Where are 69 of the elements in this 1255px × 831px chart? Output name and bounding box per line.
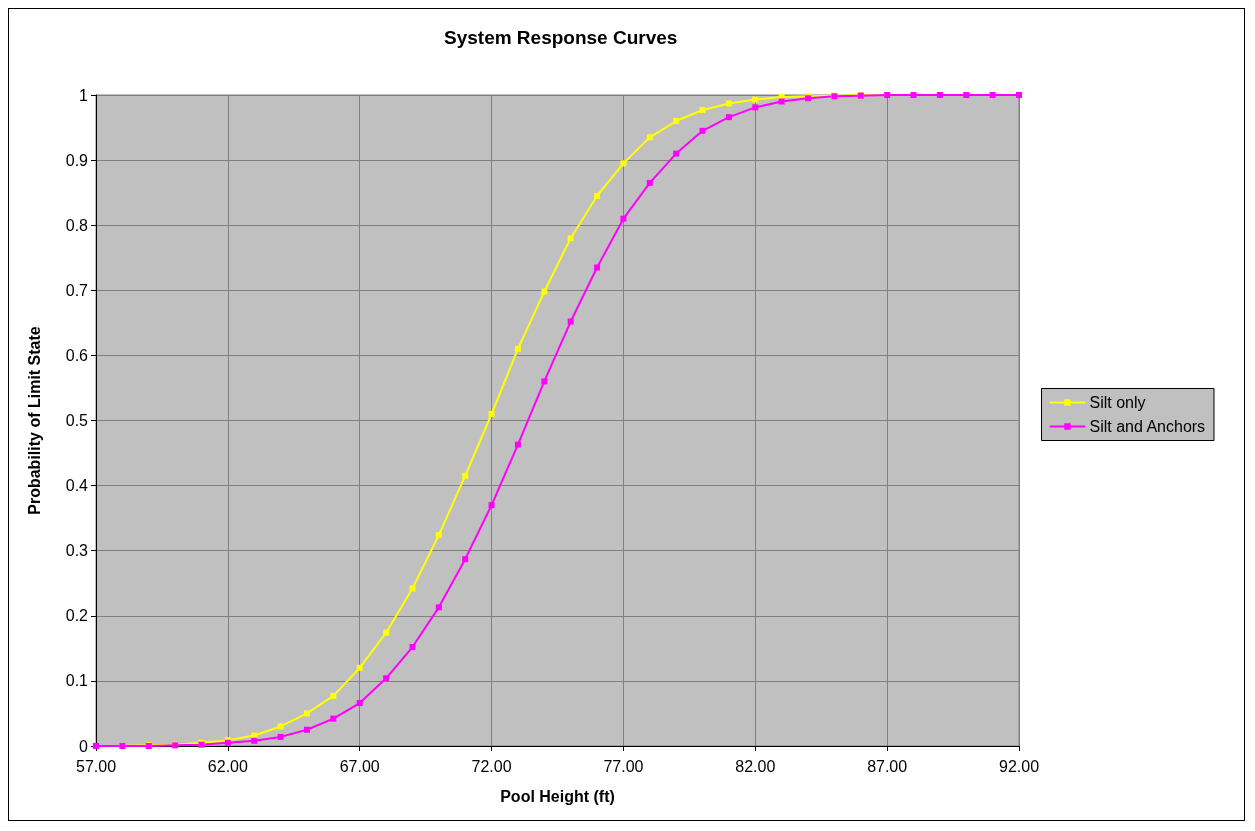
y-tick-label: 0.9 (65, 151, 89, 169)
point (989, 92, 996, 98)
point (910, 92, 917, 98)
y-tick-label: 0.2 (65, 607, 89, 625)
x-tick-label: 92.00 (998, 757, 1040, 775)
point (514, 345, 521, 352)
point (383, 675, 390, 682)
point (567, 235, 574, 242)
y-axis-title: Probability of Limit State (25, 326, 43, 515)
point (514, 441, 521, 448)
y-tick-label: 0.3 (65, 542, 89, 560)
point (277, 733, 284, 740)
point (567, 318, 574, 325)
point (277, 723, 284, 730)
point (725, 100, 732, 107)
point (1016, 92, 1022, 98)
point (936, 92, 943, 98)
point (752, 96, 759, 103)
y-tick-label: 0.8 (65, 216, 89, 234)
point (541, 288, 548, 295)
x-tick-label: 57.00 (75, 757, 117, 775)
y-tick-label: 0.7 (65, 281, 89, 299)
point (620, 215, 627, 222)
x-tick-label: 72.00 (471, 757, 512, 775)
point (963, 92, 970, 98)
x-axis-title: Pool Height (ft) (500, 787, 615, 805)
point (435, 604, 442, 611)
x-tick-label: 82.00 (735, 757, 776, 775)
point (330, 692, 337, 699)
legend-label: Silt and Anchors (1089, 418, 1206, 435)
point (383, 629, 390, 636)
point (646, 134, 653, 141)
point (251, 737, 258, 744)
x-tick-label: 62.00 (207, 757, 248, 775)
point (435, 532, 442, 539)
y-tick-label: 0.4 (65, 477, 89, 495)
point (488, 502, 495, 509)
point (752, 104, 759, 111)
point (303, 726, 310, 733)
y-tick-label: 0.6 (65, 346, 89, 364)
point (488, 410, 495, 417)
point (778, 98, 785, 105)
point (673, 118, 680, 125)
point (541, 378, 548, 385)
point (409, 644, 416, 651)
x-tick-label: 77.00 (603, 757, 644, 775)
point (646, 179, 653, 186)
x-tick-label: 87.00 (867, 757, 908, 775)
point (356, 664, 363, 671)
point (699, 127, 706, 134)
point (462, 472, 469, 479)
point (356, 700, 363, 707)
point (673, 150, 680, 157)
point (303, 710, 310, 717)
point (594, 192, 601, 199)
y-tick-label: 0 (79, 737, 89, 755)
chart-title: System Response Curves (444, 27, 678, 48)
legend-label: Silt only (1089, 394, 1146, 411)
point (462, 556, 469, 563)
point (594, 264, 601, 271)
point (330, 715, 337, 722)
y-tick-label: 0.1 (65, 672, 89, 690)
point (620, 160, 627, 167)
y-tick-label: 1 (79, 86, 89, 104)
point (725, 114, 732, 121)
point (409, 585, 416, 592)
point (699, 106, 706, 113)
x-tick-label: 67.00 (339, 757, 380, 775)
y-tick-label: 0.5 (65, 412, 89, 429)
